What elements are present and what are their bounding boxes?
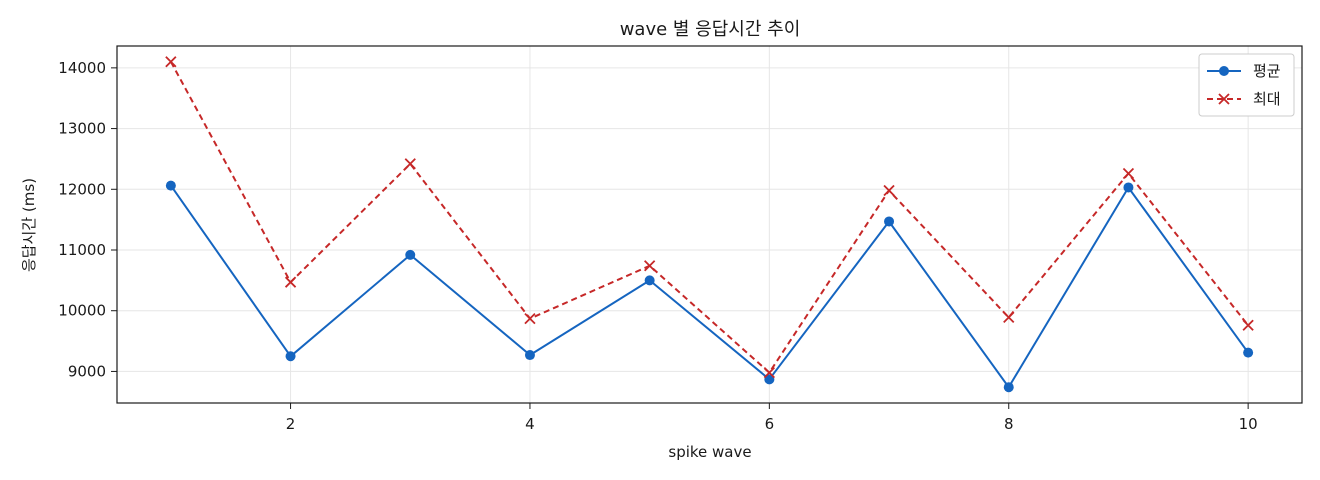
x-axis-title: spike wave [668,443,751,461]
plot-area-frame [116,45,1303,404]
data-point-max [404,158,416,170]
series-layer [165,56,1254,393]
data-point-mean [285,351,296,362]
data-point-max [165,56,177,68]
x-tick-label: 10 [1239,415,1258,433]
data-point-mean [764,374,775,385]
data-point-mean [884,216,895,227]
axis-ticks: 2 4 6 8 10 9000 10000 11000 12000 13000 14000 [58,59,1257,433]
data-point-mean [524,350,535,361]
y-tick-label: 12000 [58,180,106,198]
data-point-max [644,260,656,272]
x-tick-label: 4 [525,415,535,433]
data-point-mean [1243,347,1254,358]
data-point-max [1003,311,1015,324]
data-point-max [883,184,895,197]
y-tick-label: 13000 [58,120,106,138]
y-tick-label: 14000 [58,59,106,77]
legend: 평균 최대 [1198,53,1295,117]
x-tick-label: 8 [1004,415,1014,433]
legend-label-max: 최대 [1253,90,1281,108]
data-point-mean [644,275,655,286]
data-point-max [1122,167,1135,180]
chart-title: wave 별 응답시간 추이 [620,19,801,40]
y-tick-label: 10000 [58,302,106,320]
legend-label-mean: 평균 [1253,62,1281,80]
legend-marker-max [1218,93,1230,105]
grid [117,46,1302,403]
data-point-max [763,367,775,379]
y-tick-label: 9000 [68,362,106,380]
data-point-mean [165,180,176,191]
data-point-mean [1003,382,1014,393]
legend-marker-mean [1219,66,1229,76]
data-point-mean [1123,182,1134,193]
y-axis-title: 응답시간 (ms) [20,178,38,272]
data-point-max [1242,319,1254,331]
x-tick-label: 6 [765,415,775,433]
data-point-mean [405,249,416,260]
series-line-mean [170,185,1249,389]
data-point-max [524,312,536,325]
y-tick-label: 11000 [58,241,106,259]
series-line-max [170,61,1249,374]
x-tick-label: 2 [286,415,296,433]
data-point-max [284,276,297,288]
